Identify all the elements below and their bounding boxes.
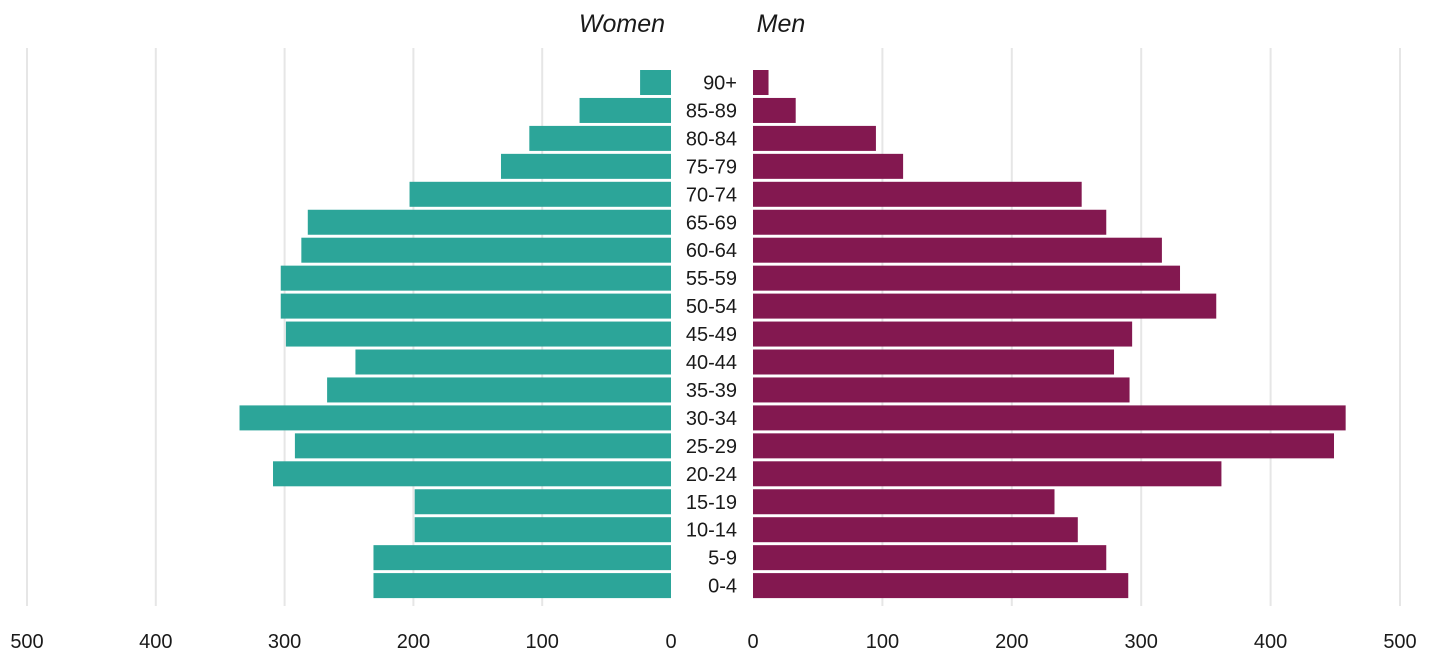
bar-men-0-4: [753, 573, 1129, 599]
bar-men-10-14: [753, 517, 1078, 543]
bar-men-25-29: [753, 433, 1335, 459]
x-tick-women-200: 200: [397, 631, 430, 653]
category-label-60-64: 60-64: [686, 240, 737, 262]
bar-women-55-59: [280, 265, 671, 291]
category-label-40-44: 40-44: [686, 352, 737, 374]
grid-layer: [26, 48, 1401, 606]
bar-men-40-44: [753, 349, 1115, 375]
category-label-25-29: 25-29: [686, 436, 737, 458]
bar-men-45-49: [753, 321, 1133, 347]
bar-women-15-19: [414, 489, 671, 515]
x-tick-women-100: 100: [526, 631, 559, 653]
category-label-55-59: 55-59: [686, 268, 737, 290]
bar-women-5-9: [373, 545, 671, 571]
bar-men-55-59: [753, 265, 1181, 291]
bar-men-65-69: [753, 209, 1107, 235]
bar-women-10-14: [414, 517, 671, 543]
x-tick-men-200: 200: [995, 631, 1028, 653]
bar-men-75-79: [753, 153, 904, 179]
category-label-65-69: 65-69: [686, 212, 737, 234]
bar-women-30-34: [239, 405, 671, 431]
bar-men-80-84: [753, 125, 876, 151]
bar-women-65-69: [307, 209, 671, 235]
bar-men-60-64: [753, 237, 1162, 263]
x-tick-men-300: 300: [1125, 631, 1158, 653]
category-label-5-9: 5-9: [708, 548, 737, 570]
bar-women-60-64: [301, 237, 671, 263]
x-tick-women-500: 500: [10, 631, 43, 653]
category-label-0-4: 0-4: [708, 576, 737, 598]
bar-men-90+: [753, 70, 769, 95]
bar-men-20-24: [753, 461, 1222, 487]
category-label-35-39: 35-39: [686, 380, 737, 402]
bar-women-90+: [640, 70, 671, 95]
x-tick-women-300: 300: [268, 631, 301, 653]
bar-women-0-4: [373, 573, 671, 599]
x-tick-men-400: 400: [1254, 631, 1287, 653]
category-label-10-14: 10-14: [686, 520, 737, 542]
bar-women-35-39: [327, 377, 671, 403]
x-tick-women-0: 0: [665, 631, 676, 653]
bar-men-50-54: [753, 293, 1217, 319]
category-label-75-79: 75-79: [686, 156, 737, 178]
bar-men-15-19: [753, 489, 1055, 515]
bar-women-80-84: [529, 125, 671, 151]
x-tick-men-100: 100: [866, 631, 899, 653]
men-side-title: Men: [757, 10, 806, 38]
category-label-20-24: 20-24: [686, 464, 737, 486]
x-tick-women-400: 400: [139, 631, 172, 653]
bar-women-25-29: [294, 433, 671, 459]
bar-women-50-54: [280, 293, 671, 319]
bar-men-70-74: [753, 181, 1082, 207]
bar-men-35-39: [753, 377, 1130, 403]
women-side-title: Women: [579, 10, 665, 38]
category-label-30-34: 30-34: [686, 408, 737, 430]
bar-men-5-9: [753, 545, 1107, 571]
x-tick-men-500: 500: [1383, 631, 1416, 653]
category-label-15-19: 15-19: [686, 492, 737, 514]
bar-women-70-74: [409, 181, 671, 207]
x-tick-men-0: 0: [747, 631, 758, 653]
labels-layer: 0-4 5-9 10-14 15-19 20-24 25-29 30-34 35-39 40-4…: [686, 73, 737, 598]
bar-women-20-24: [273, 461, 671, 487]
category-label-50-54: 50-54: [686, 296, 737, 318]
category-label-85-89: 85-89: [686, 100, 737, 122]
bar-women-45-49: [285, 321, 671, 347]
category-label-80-84: 80-84: [686, 128, 737, 150]
bar-women-85-89: [579, 97, 671, 123]
bar-women-40-44: [355, 349, 671, 375]
category-label-45-49: 45-49: [686, 324, 737, 346]
bar-women-75-79: [500, 153, 671, 179]
bars-layer: [239, 70, 1346, 599]
category-label-70-74: 70-74: [686, 184, 737, 206]
bar-men-85-89: [753, 97, 796, 123]
bar-men-30-34: [753, 405, 1346, 431]
category-label-90+: 90+: [703, 73, 737, 95]
x-axis-ticks: 0 0 100 100 200 200 300 300 400 400 500 500: [10, 631, 1416, 653]
